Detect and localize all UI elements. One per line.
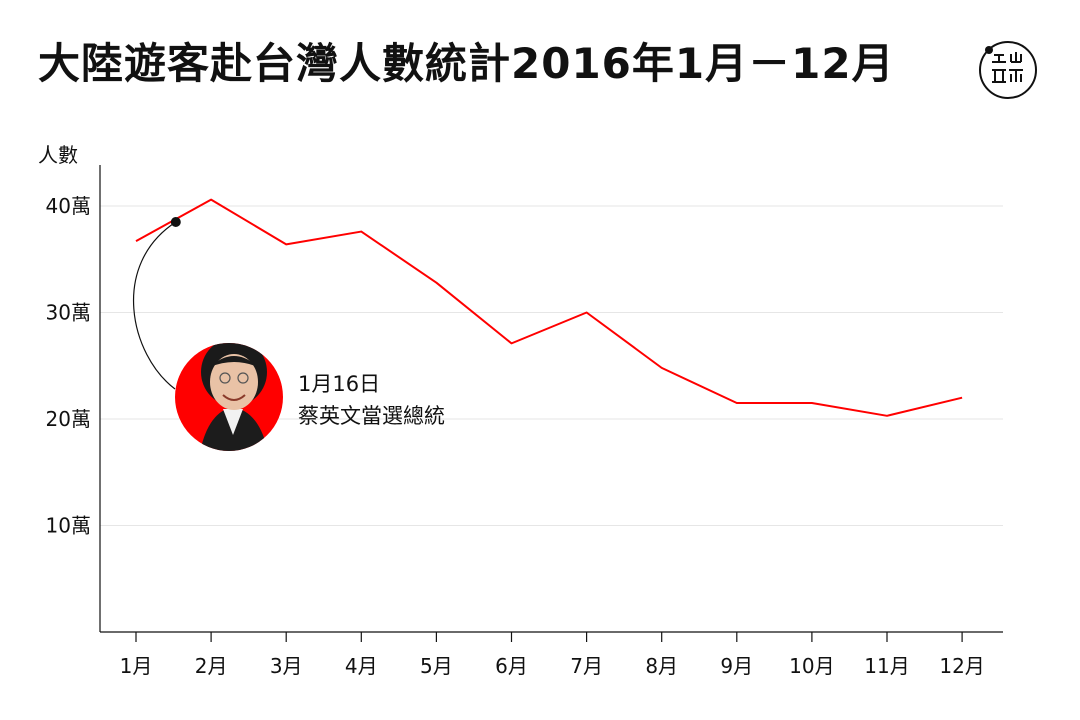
portrait-collar: [223, 409, 243, 435]
y-tick-label: 40萬: [46, 194, 91, 218]
x-tick-label: 8月: [645, 654, 678, 678]
x-tick-label: 7月: [570, 654, 603, 678]
annotation-marker: [170, 216, 181, 227]
x-tick-label: 3月: [270, 654, 303, 678]
chart-title: 大陸遊客赴台灣人數統計2016年1月－12月: [38, 39, 895, 88]
x-tick-label: 6月: [495, 654, 528, 678]
y-tick-label: 20萬: [46, 407, 91, 431]
portrait-face: [210, 354, 258, 410]
portrait-image: [175, 343, 283, 451]
portrait-glasses-left: [219, 372, 231, 384]
portrait-glasses-right: [237, 372, 249, 384]
x-tick-label: 5月: [420, 654, 453, 678]
portrait-photo: [175, 343, 283, 451]
series-line: [135, 198, 963, 417]
x-tick-label: 4月: [345, 654, 378, 678]
x-tick-label: 10月: [789, 654, 834, 678]
x-tick-label: 2月: [195, 654, 228, 678]
y-tick-label: 10萬: [46, 514, 91, 538]
x-tick-label: 1月: [120, 654, 153, 678]
y-tick-label: 30萬: [46, 301, 91, 325]
annotation-connector: [133, 221, 177, 390]
x-tick-label: 11月: [864, 654, 909, 678]
portrait-smile: [222, 394, 246, 401]
y-axis-title: 人數: [38, 143, 78, 167]
logo-icon: [979, 41, 1037, 99]
x-tick-label: 12月: [939, 654, 984, 678]
x-tick-label: 9月: [720, 654, 753, 678]
annotation-date: 1月16日: [298, 372, 380, 396]
annotation-event: 蔡英文當選總統: [298, 404, 445, 428]
portrait-bangs: [210, 356, 258, 367]
